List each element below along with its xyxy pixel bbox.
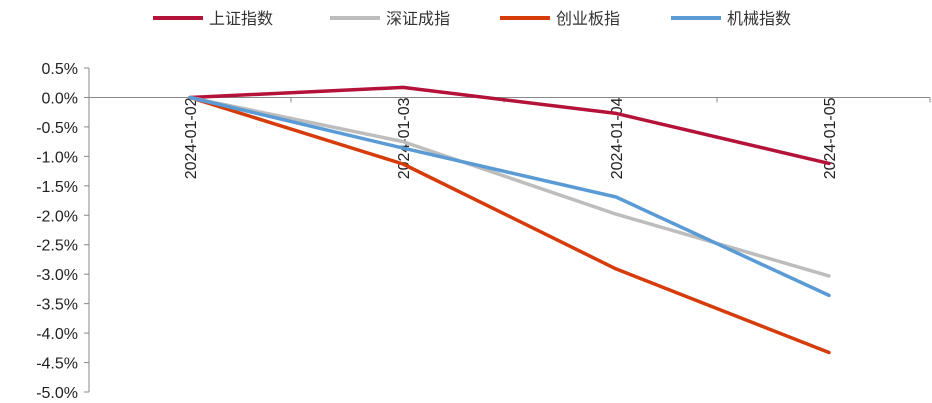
y-tick-label: -1.0% — [36, 149, 78, 166]
series-lines — [188, 85, 831, 355]
legend-label: 深证成指 — [386, 9, 450, 28]
y-tick-label: -2.5% — [36, 238, 78, 255]
series-line — [188, 95, 831, 298]
y-tick-label: -3.0% — [36, 267, 78, 284]
y-tick-label: -4.5% — [36, 356, 78, 373]
y-axis: 0.5% 0.0% -0.5% -1.0% -1.5% -2.0% -2.5% -3.0% -3… — [36, 61, 90, 402]
x-tick-label: 2024-01-04 — [609, 97, 626, 179]
legend-label: 机械指数 — [727, 9, 791, 28]
x-tick-label: 2024-01-02 — [183, 97, 200, 179]
y-tick-label: 0.5% — [42, 61, 78, 78]
y-tick-label: -3.5% — [36, 297, 78, 314]
series-line — [188, 85, 831, 166]
y-tick-label: -5.0% — [36, 385, 78, 402]
series-line — [188, 95, 831, 278]
x-tick-label: 2024-01-05 — [822, 97, 839, 179]
legend-label: 上证指数 — [209, 9, 273, 28]
legend: 上证指数 深证成指 创业板指 机械指数 — [153, 9, 791, 28]
x-tick-label: 2024-01-03 — [396, 97, 413, 179]
legend-label: 创业板指 — [556, 9, 620, 28]
y-tick-label: -2.0% — [36, 208, 78, 225]
y-tick-label: -4.0% — [36, 326, 78, 343]
series-line — [188, 95, 831, 355]
y-tick-label: -1.5% — [36, 179, 78, 196]
y-tick-label: 0.0% — [42, 90, 78, 107]
x-axis: 2024-01-02 2024-01-03 2024-01-04 2024-01-05 — [89, 96, 931, 179]
y-tick-label: -0.5% — [36, 120, 78, 137]
